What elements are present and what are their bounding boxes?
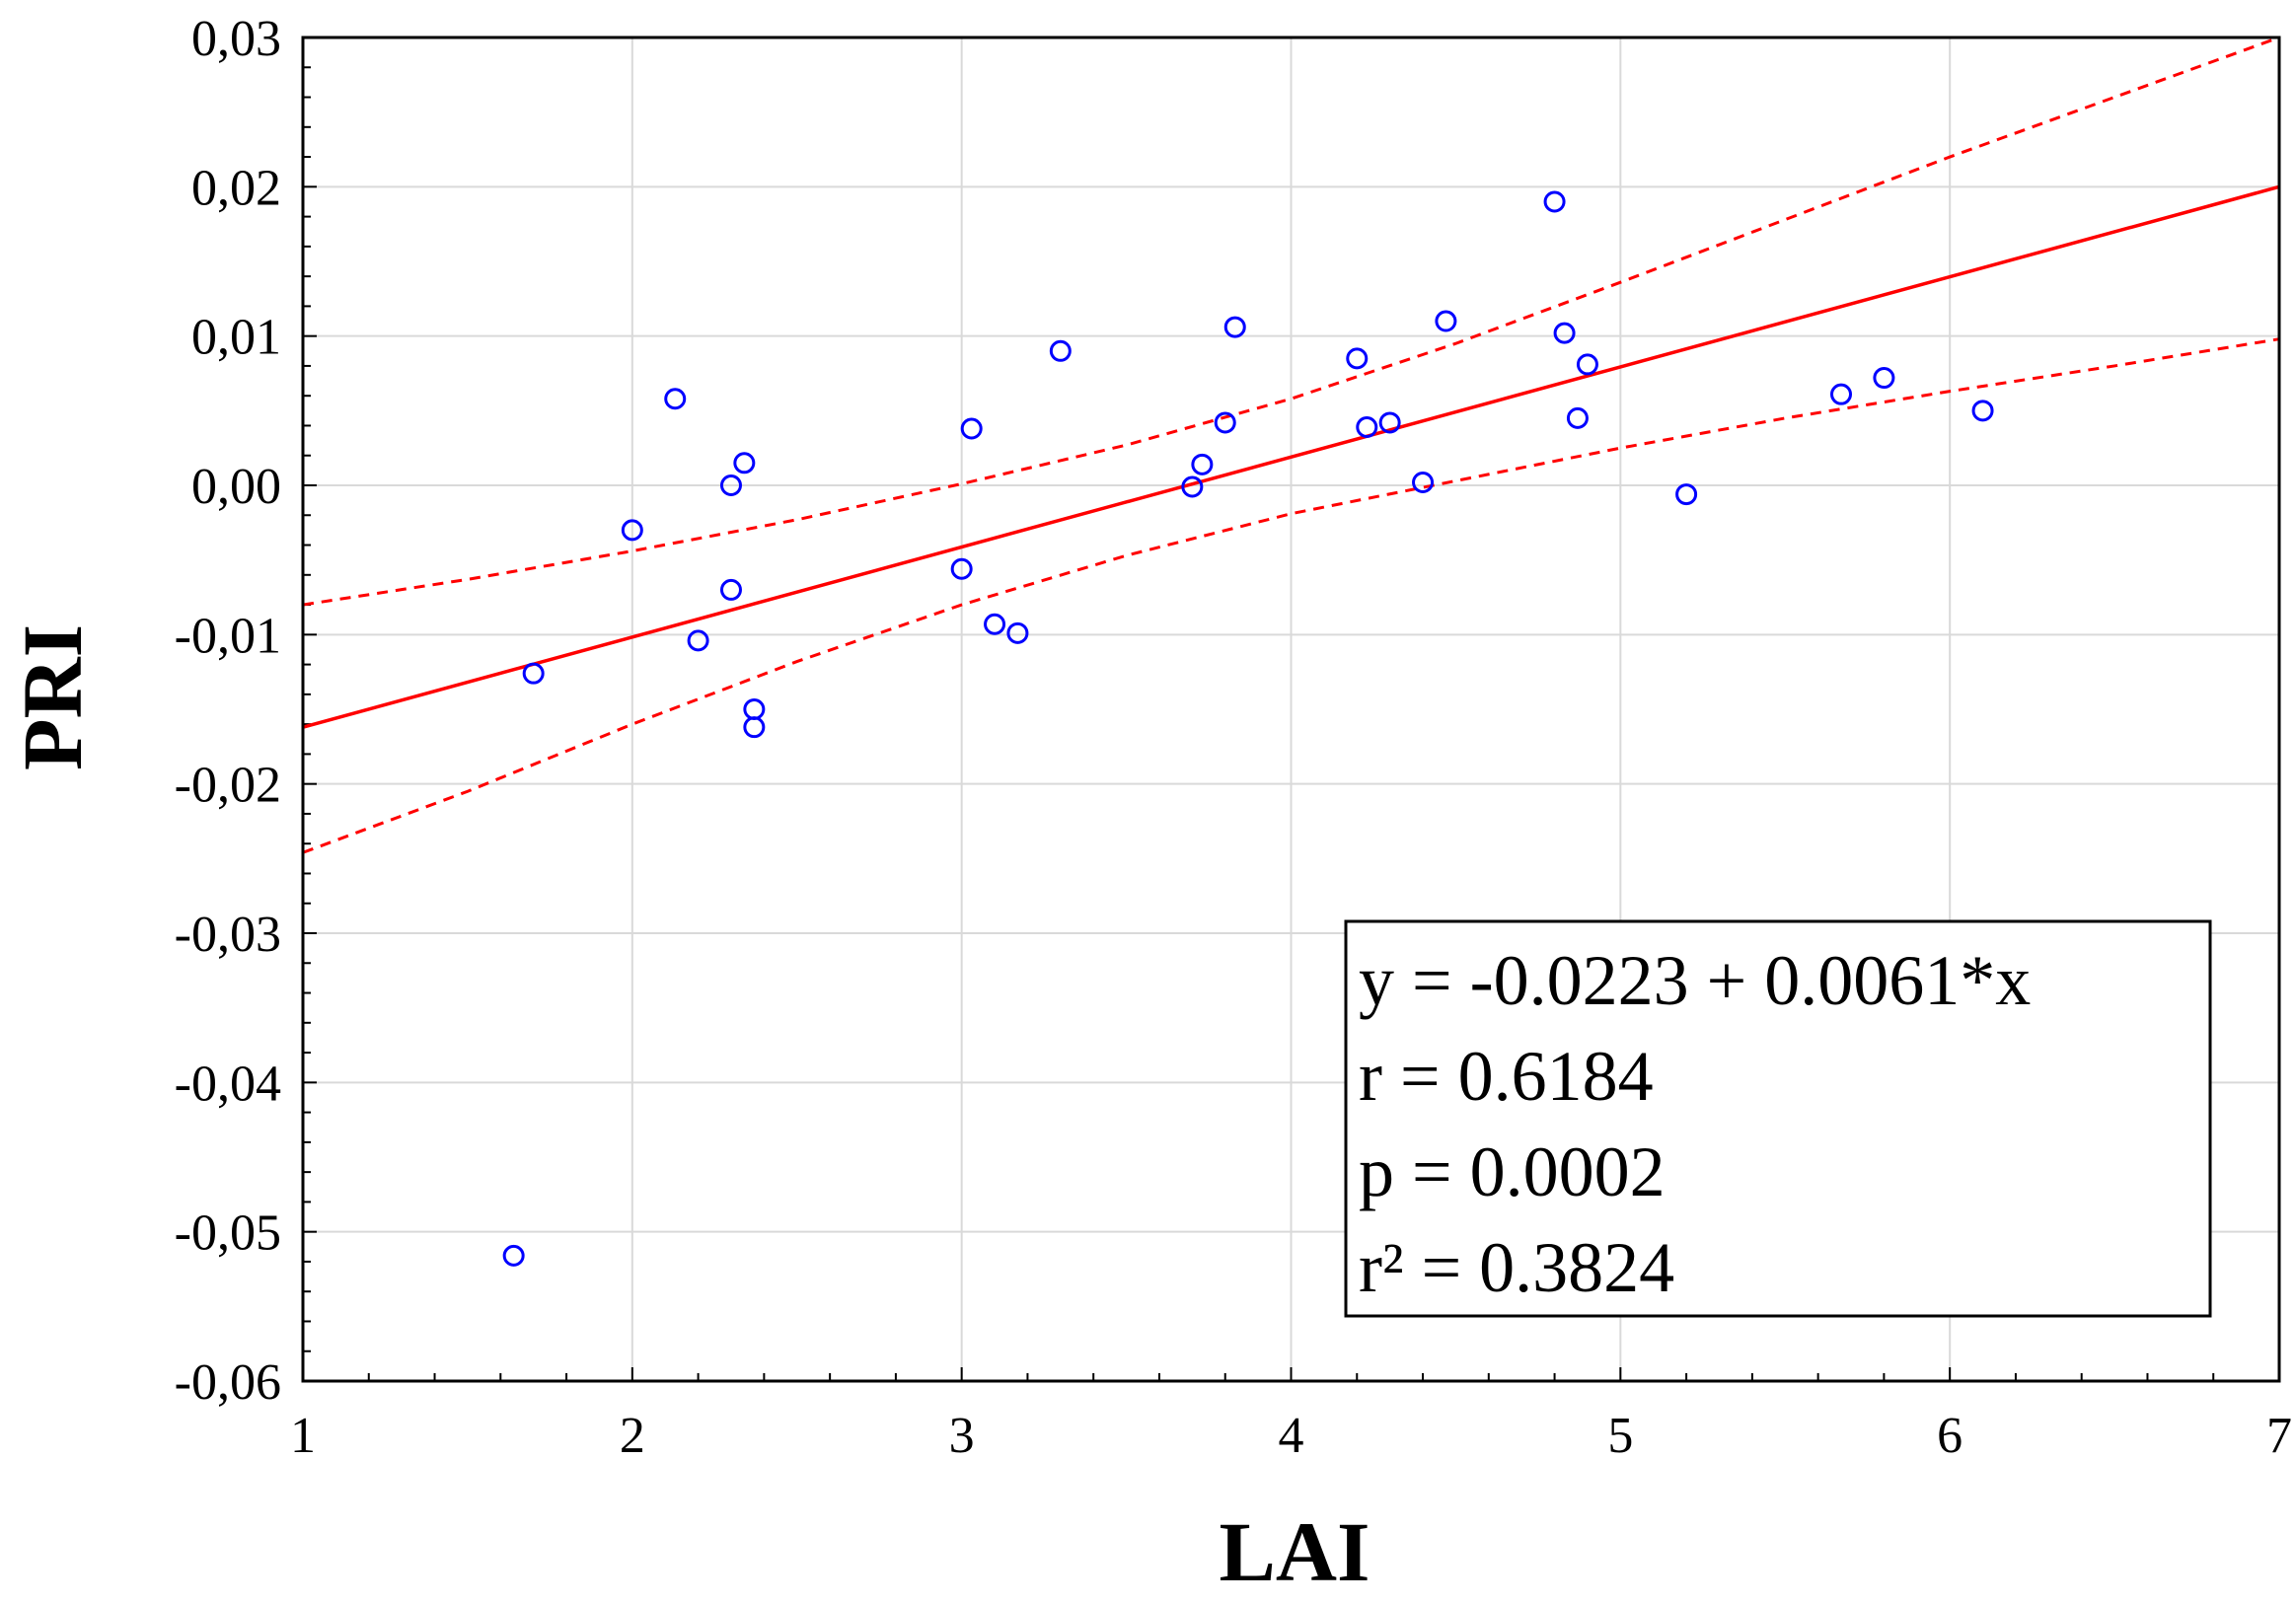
data-point-7 [733,452,756,474]
y-tick-label-4: -0,01 [175,608,281,664]
data-point-25 [1553,322,1576,344]
x-tick-label-6: 7 [2266,1408,2292,1464]
data-point-24 [1543,190,1566,213]
x-tick-label-5: 6 [1937,1408,1963,1464]
data-point-6 [719,474,742,496]
data-point-21 [1378,411,1401,434]
data-point-27 [1576,353,1598,376]
data-point-20 [1356,415,1378,438]
y-tick-label-3: 0,00 [191,459,281,515]
data-point-10 [950,557,973,580]
stats-p: p = 0.0002 [1359,1132,1666,1211]
plot-frame [301,36,2281,1383]
data-point-23 [1435,310,1457,332]
x-axis-tick-labels: 1 2 3 4 5 6 7 [290,1408,2292,1464]
data-point-9 [743,716,766,739]
y-axis-tick-labels: 0,03 0,02 0,01 0,00 -0,01 -0,02 -0,03 -0,04 -0,0… [175,11,281,1411]
y-axis-title: PRI [5,624,100,770]
data-point-0 [502,1244,525,1267]
data-point-28 [1675,483,1698,506]
stats-r: r = 0.6184 [1359,1037,1654,1116]
data-point-30 [1873,367,1895,390]
x-tick-label-3: 4 [1279,1408,1304,1464]
data-point-19 [1346,347,1369,370]
y-tick-label-0: 0,03 [191,11,281,67]
confidence-band-upper-95 [302,36,2280,607]
data-point-13 [1006,621,1029,644]
data-point-18 [1223,316,1246,338]
data-point-5 [719,578,742,601]
y-tick-label-8: -0,05 [175,1205,281,1262]
y-tick-label-6: -0,03 [175,907,281,963]
x-tick-label-4: 5 [1607,1408,1633,1464]
y-tick-label-1: 0,02 [191,160,281,216]
y-tick-label-5: -0,02 [175,758,281,814]
y-tick-label-7: -0,04 [175,1056,281,1112]
data-point-29 [1830,383,1853,405]
data-point-31 [1971,400,1994,422]
confidence-band-lower-95 [302,337,2280,854]
y-tick-label-9: -0,06 [175,1354,281,1411]
data-point-4 [687,629,709,652]
data-point-2 [621,519,643,542]
data-point-1 [522,662,545,685]
data-point-11 [960,417,983,440]
x-tick-label-1: 2 [620,1408,645,1464]
x-tick-label-0: 1 [290,1408,316,1464]
stats-r-squared: r² = 0.3824 [1359,1228,1674,1307]
regression-line [302,184,2280,729]
y-tick-label-2: 0,01 [191,310,281,366]
stats-box-frame [1344,919,2212,1318]
confidence-bands [302,36,2280,854]
data-point-22 [1412,471,1435,493]
stats-equation: y = -0.0223 + 0.0061*x [1359,941,2031,1020]
data-point-14 [1049,339,1072,362]
data-point-12 [984,613,1006,635]
data-point-26 [1566,406,1589,429]
stats-box: y = -0.0223 + 0.0061*x r = 0.6184 p = 0.… [1344,919,2212,1318]
data-points [502,190,1994,1267]
x-tick-label-2: 3 [949,1408,975,1464]
x-axis-title: LAI [1220,1504,1370,1599]
data-point-16 [1191,453,1214,475]
data-point-17 [1214,411,1236,434]
regression-line-group [302,184,2280,729]
data-point-3 [664,388,687,410]
data-point-15 [1181,475,1204,498]
